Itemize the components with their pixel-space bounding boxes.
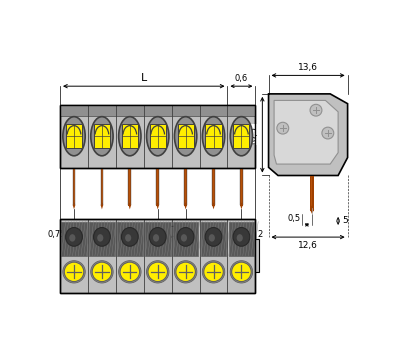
Bar <box>60 219 255 292</box>
Text: 0,6: 0,6 <box>235 74 248 83</box>
Bar <box>145 221 170 256</box>
Ellipse shape <box>122 228 138 246</box>
Bar <box>60 219 255 292</box>
Text: 5: 5 <box>343 217 348 226</box>
Circle shape <box>63 261 85 283</box>
Polygon shape <box>156 205 159 209</box>
Text: 2: 2 <box>258 230 263 239</box>
Bar <box>61 221 87 256</box>
Polygon shape <box>100 205 103 209</box>
Circle shape <box>64 262 84 282</box>
Ellipse shape <box>174 117 197 156</box>
FancyBboxPatch shape <box>122 125 138 148</box>
Bar <box>117 221 143 256</box>
Polygon shape <box>274 100 338 164</box>
Circle shape <box>310 104 322 116</box>
Bar <box>89 221 115 256</box>
Text: 0,5: 0,5 <box>287 214 300 223</box>
Polygon shape <box>184 205 187 209</box>
Ellipse shape <box>149 228 166 246</box>
Text: 13,6: 13,6 <box>298 63 318 72</box>
Ellipse shape <box>205 228 222 246</box>
Bar <box>60 104 255 168</box>
Polygon shape <box>240 205 243 209</box>
FancyBboxPatch shape <box>178 125 194 148</box>
Text: 0,75: 0,75 <box>48 230 66 239</box>
Ellipse shape <box>66 228 82 246</box>
Circle shape <box>232 262 251 282</box>
Bar <box>100 168 103 206</box>
Circle shape <box>322 127 334 139</box>
Text: 3,5: 3,5 <box>165 230 178 239</box>
Polygon shape <box>73 205 76 209</box>
Bar <box>228 221 254 256</box>
Ellipse shape <box>153 234 159 242</box>
Bar <box>73 168 76 206</box>
Ellipse shape <box>63 117 85 156</box>
Circle shape <box>148 262 168 282</box>
Bar <box>173 221 198 256</box>
FancyBboxPatch shape <box>94 125 110 148</box>
Text: L: L <box>141 73 147 83</box>
Polygon shape <box>310 209 314 214</box>
FancyBboxPatch shape <box>150 125 166 148</box>
Ellipse shape <box>209 234 215 242</box>
Ellipse shape <box>230 117 252 156</box>
Ellipse shape <box>177 228 194 246</box>
Bar <box>128 168 131 206</box>
Text: 10,5: 10,5 <box>249 125 258 145</box>
Bar <box>60 104 255 168</box>
Ellipse shape <box>237 234 243 242</box>
Circle shape <box>230 261 253 283</box>
Ellipse shape <box>146 117 169 156</box>
Bar <box>156 168 159 206</box>
Ellipse shape <box>94 228 110 246</box>
Bar <box>201 221 226 256</box>
Circle shape <box>91 261 113 283</box>
Polygon shape <box>268 94 348 175</box>
Ellipse shape <box>202 117 225 156</box>
Circle shape <box>204 262 223 282</box>
Bar <box>310 175 314 211</box>
Text: 12,6: 12,6 <box>298 241 318 250</box>
Circle shape <box>277 122 289 134</box>
Bar <box>184 168 187 206</box>
Circle shape <box>202 261 225 283</box>
Ellipse shape <box>181 234 187 242</box>
Circle shape <box>174 261 197 283</box>
Circle shape <box>92 262 112 282</box>
Ellipse shape <box>69 234 76 242</box>
Ellipse shape <box>97 234 103 242</box>
Ellipse shape <box>119 117 141 156</box>
Ellipse shape <box>91 117 113 156</box>
Circle shape <box>176 262 195 282</box>
Polygon shape <box>212 205 215 209</box>
Circle shape <box>120 262 140 282</box>
Bar <box>255 239 259 272</box>
Ellipse shape <box>233 228 250 246</box>
Bar <box>240 168 243 206</box>
FancyBboxPatch shape <box>233 125 250 148</box>
Polygon shape <box>128 205 131 209</box>
Ellipse shape <box>125 234 131 242</box>
FancyBboxPatch shape <box>66 125 82 148</box>
Bar <box>212 168 215 206</box>
Circle shape <box>146 261 169 283</box>
Circle shape <box>118 261 141 283</box>
FancyBboxPatch shape <box>206 125 222 148</box>
Bar <box>60 104 255 116</box>
